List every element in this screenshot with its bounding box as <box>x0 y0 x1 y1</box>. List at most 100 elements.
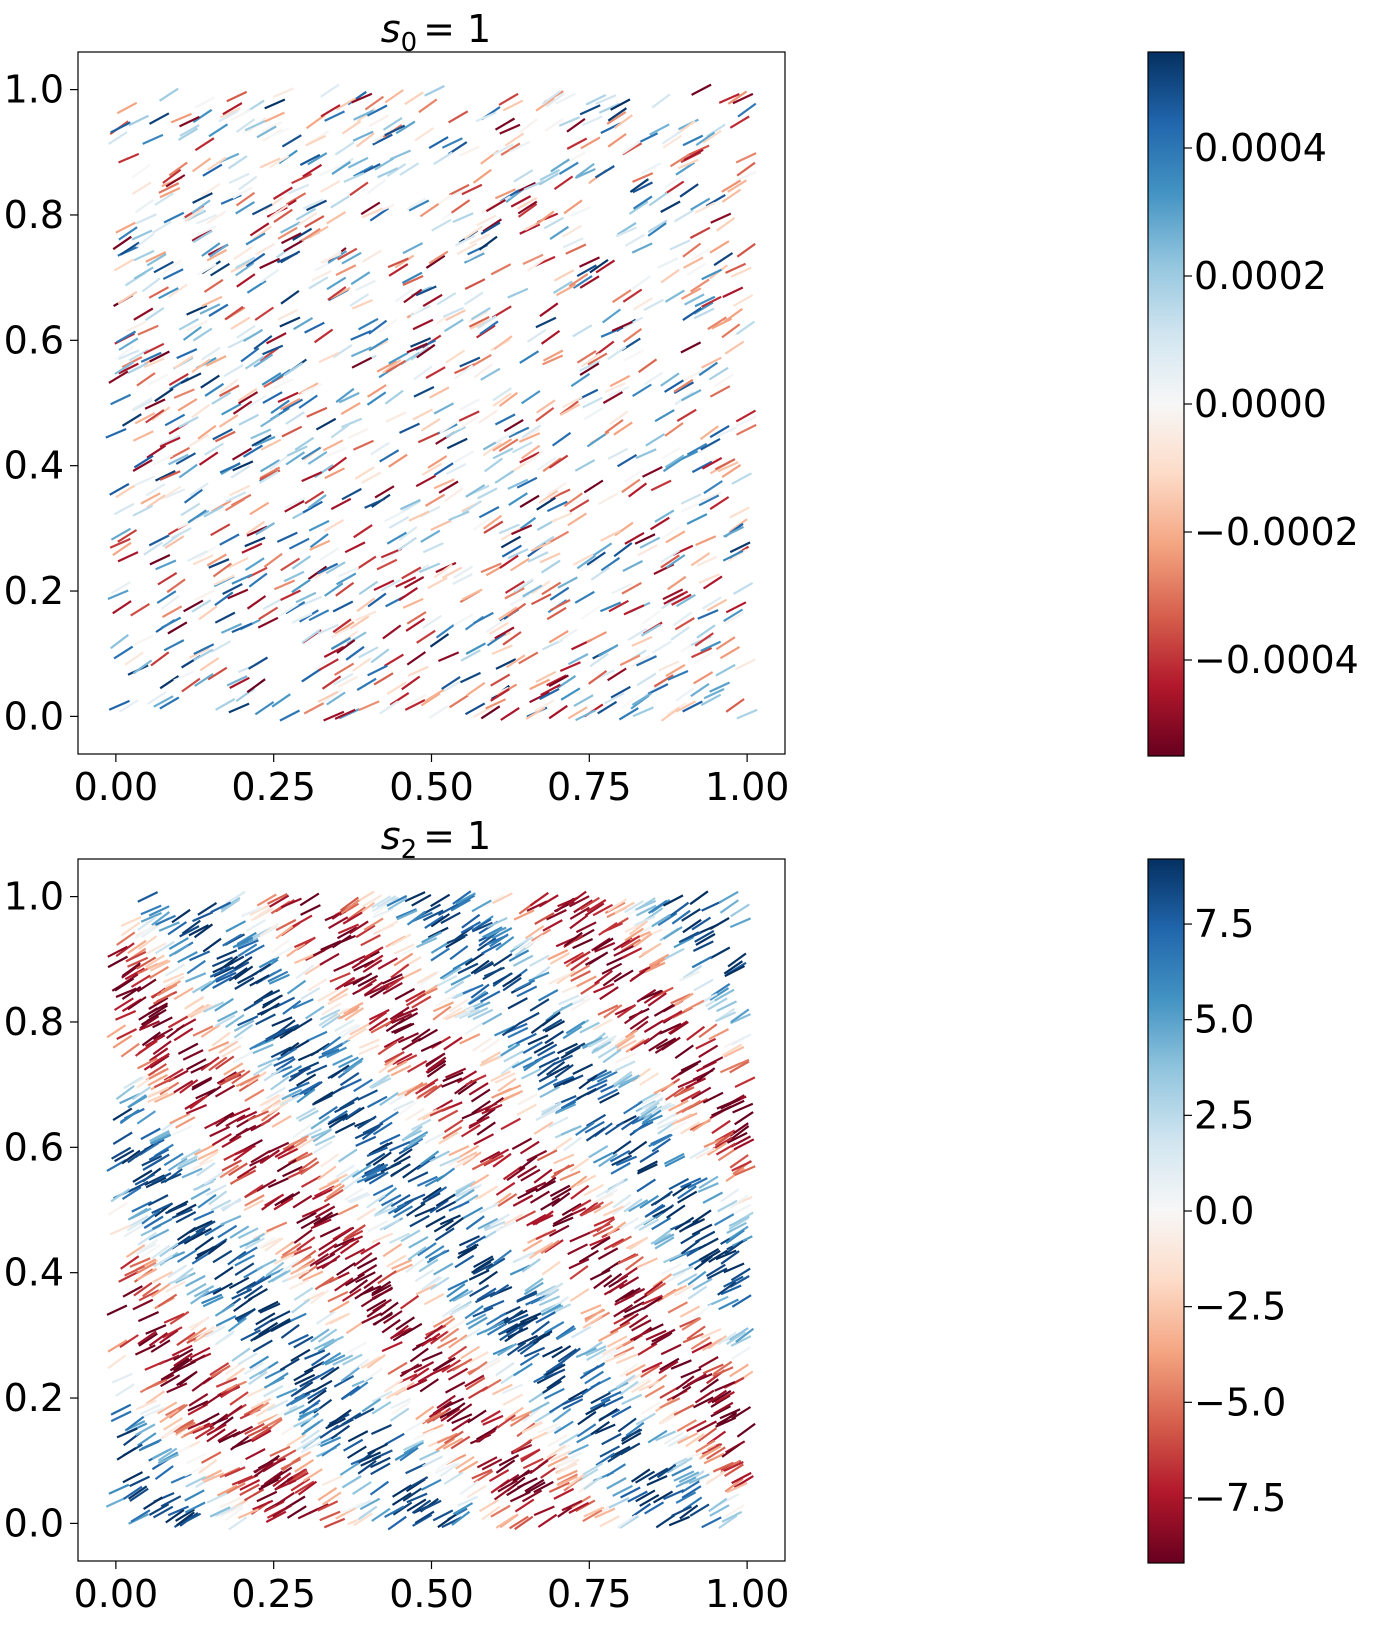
segment-mark <box>404 699 426 711</box>
segment-mark <box>243 1284 264 1300</box>
segment-mark <box>294 1480 315 1494</box>
segment-mark <box>394 288 414 303</box>
segment-mark <box>460 920 481 934</box>
segment-mark <box>662 134 683 149</box>
segment-mark <box>539 1288 560 1302</box>
segment-mark <box>191 1227 212 1241</box>
segment-mark <box>237 387 258 402</box>
segment-mark <box>349 1279 369 1294</box>
segment-mark <box>386 163 407 178</box>
segment-mark <box>260 268 280 284</box>
segment-mark <box>310 1128 332 1139</box>
segment-mark <box>246 525 268 537</box>
segment-mark <box>280 397 301 411</box>
segment-mark <box>365 1152 386 1167</box>
segment-mark <box>535 97 555 112</box>
segment-mark <box>232 246 253 261</box>
segment-mark <box>548 454 569 469</box>
segment-mark <box>385 1018 406 1033</box>
segment-mark <box>586 898 607 913</box>
segment-mark <box>560 1458 580 1473</box>
segment-mark <box>263 1376 285 1389</box>
segment-mark <box>260 1002 281 1016</box>
x-tick-label: 1.00 <box>705 1572 790 1616</box>
segment-mark <box>455 892 476 905</box>
segment-mark <box>546 606 567 621</box>
segment-mark <box>338 566 360 578</box>
segment-mark <box>370 1462 391 1476</box>
segment-mark <box>361 1125 381 1140</box>
segment-mark <box>579 1201 599 1217</box>
segment-mark <box>503 418 524 433</box>
segment-mark <box>424 915 444 930</box>
segment-mark <box>717 1199 738 1213</box>
segment-mark <box>347 1191 369 1203</box>
segment-mark <box>632 383 652 398</box>
segment-mark <box>270 1318 291 1331</box>
segment-mark <box>469 1284 490 1298</box>
segment-mark <box>434 1462 456 1475</box>
segment-mark <box>415 1405 435 1421</box>
segment-mark <box>654 1236 675 1250</box>
segment-mark <box>432 1005 452 1021</box>
segment-mark <box>293 1335 314 1349</box>
segment-mark <box>421 462 443 476</box>
segment-mark <box>534 912 555 925</box>
segment-mark <box>519 451 540 464</box>
segment-mark <box>546 482 567 496</box>
segment-mark <box>607 898 628 912</box>
segment-mark <box>589 1398 611 1410</box>
segment-mark <box>331 934 352 949</box>
segment-mark <box>425 1053 445 1068</box>
segment-mark <box>669 1250 691 1262</box>
segment-mark <box>616 221 637 236</box>
segment-mark <box>492 438 513 452</box>
segment-mark <box>619 1380 639 1396</box>
segment-mark <box>631 1319 652 1332</box>
segment-mark <box>660 526 681 541</box>
segment-mark <box>387 1515 407 1531</box>
segment-mark <box>246 595 267 610</box>
segment-mark <box>500 527 521 541</box>
segment-mark <box>322 1036 342 1051</box>
segment-mark <box>709 681 731 693</box>
segment-mark <box>641 928 663 940</box>
segment-mark <box>118 362 139 375</box>
segment-mark <box>297 1507 319 1520</box>
segment-mark <box>112 1034 133 1049</box>
segment-mark <box>511 524 533 536</box>
segment-mark <box>654 1328 676 1341</box>
segment-mark <box>295 207 317 221</box>
segment-mark <box>613 969 634 983</box>
segment-mark <box>155 470 176 482</box>
segment-mark <box>140 911 162 923</box>
segment-mark <box>417 1084 438 1099</box>
segment-mark <box>395 908 417 919</box>
segment-mark <box>138 1020 160 1032</box>
segment-mark <box>545 1363 566 1377</box>
segment-mark <box>309 1202 331 1216</box>
segment-mark <box>598 102 620 114</box>
segment-mark <box>132 504 154 517</box>
segment-mark <box>671 1385 692 1400</box>
segment-mark <box>460 671 481 684</box>
segment-mark <box>117 529 138 543</box>
segment-mark <box>519 1140 540 1155</box>
segment-mark <box>632 706 654 718</box>
segment-mark <box>169 1357 190 1372</box>
segment-mark <box>141 1209 161 1225</box>
segment-mark <box>690 552 711 567</box>
segment-mark <box>637 1342 658 1356</box>
segment-mark <box>308 225 329 239</box>
segment-mark <box>185 1475 207 1488</box>
segment-mark <box>705 193 726 208</box>
segment-mark <box>356 1207 377 1222</box>
segment-mark <box>448 110 469 124</box>
segment-mark <box>272 1504 293 1518</box>
segment-mark <box>234 1308 256 1321</box>
segment-mark <box>433 478 455 490</box>
segment-mark <box>323 710 345 722</box>
segment-mark <box>661 1010 683 1023</box>
segment-mark <box>264 196 284 212</box>
segment-mark <box>702 1363 724 1375</box>
